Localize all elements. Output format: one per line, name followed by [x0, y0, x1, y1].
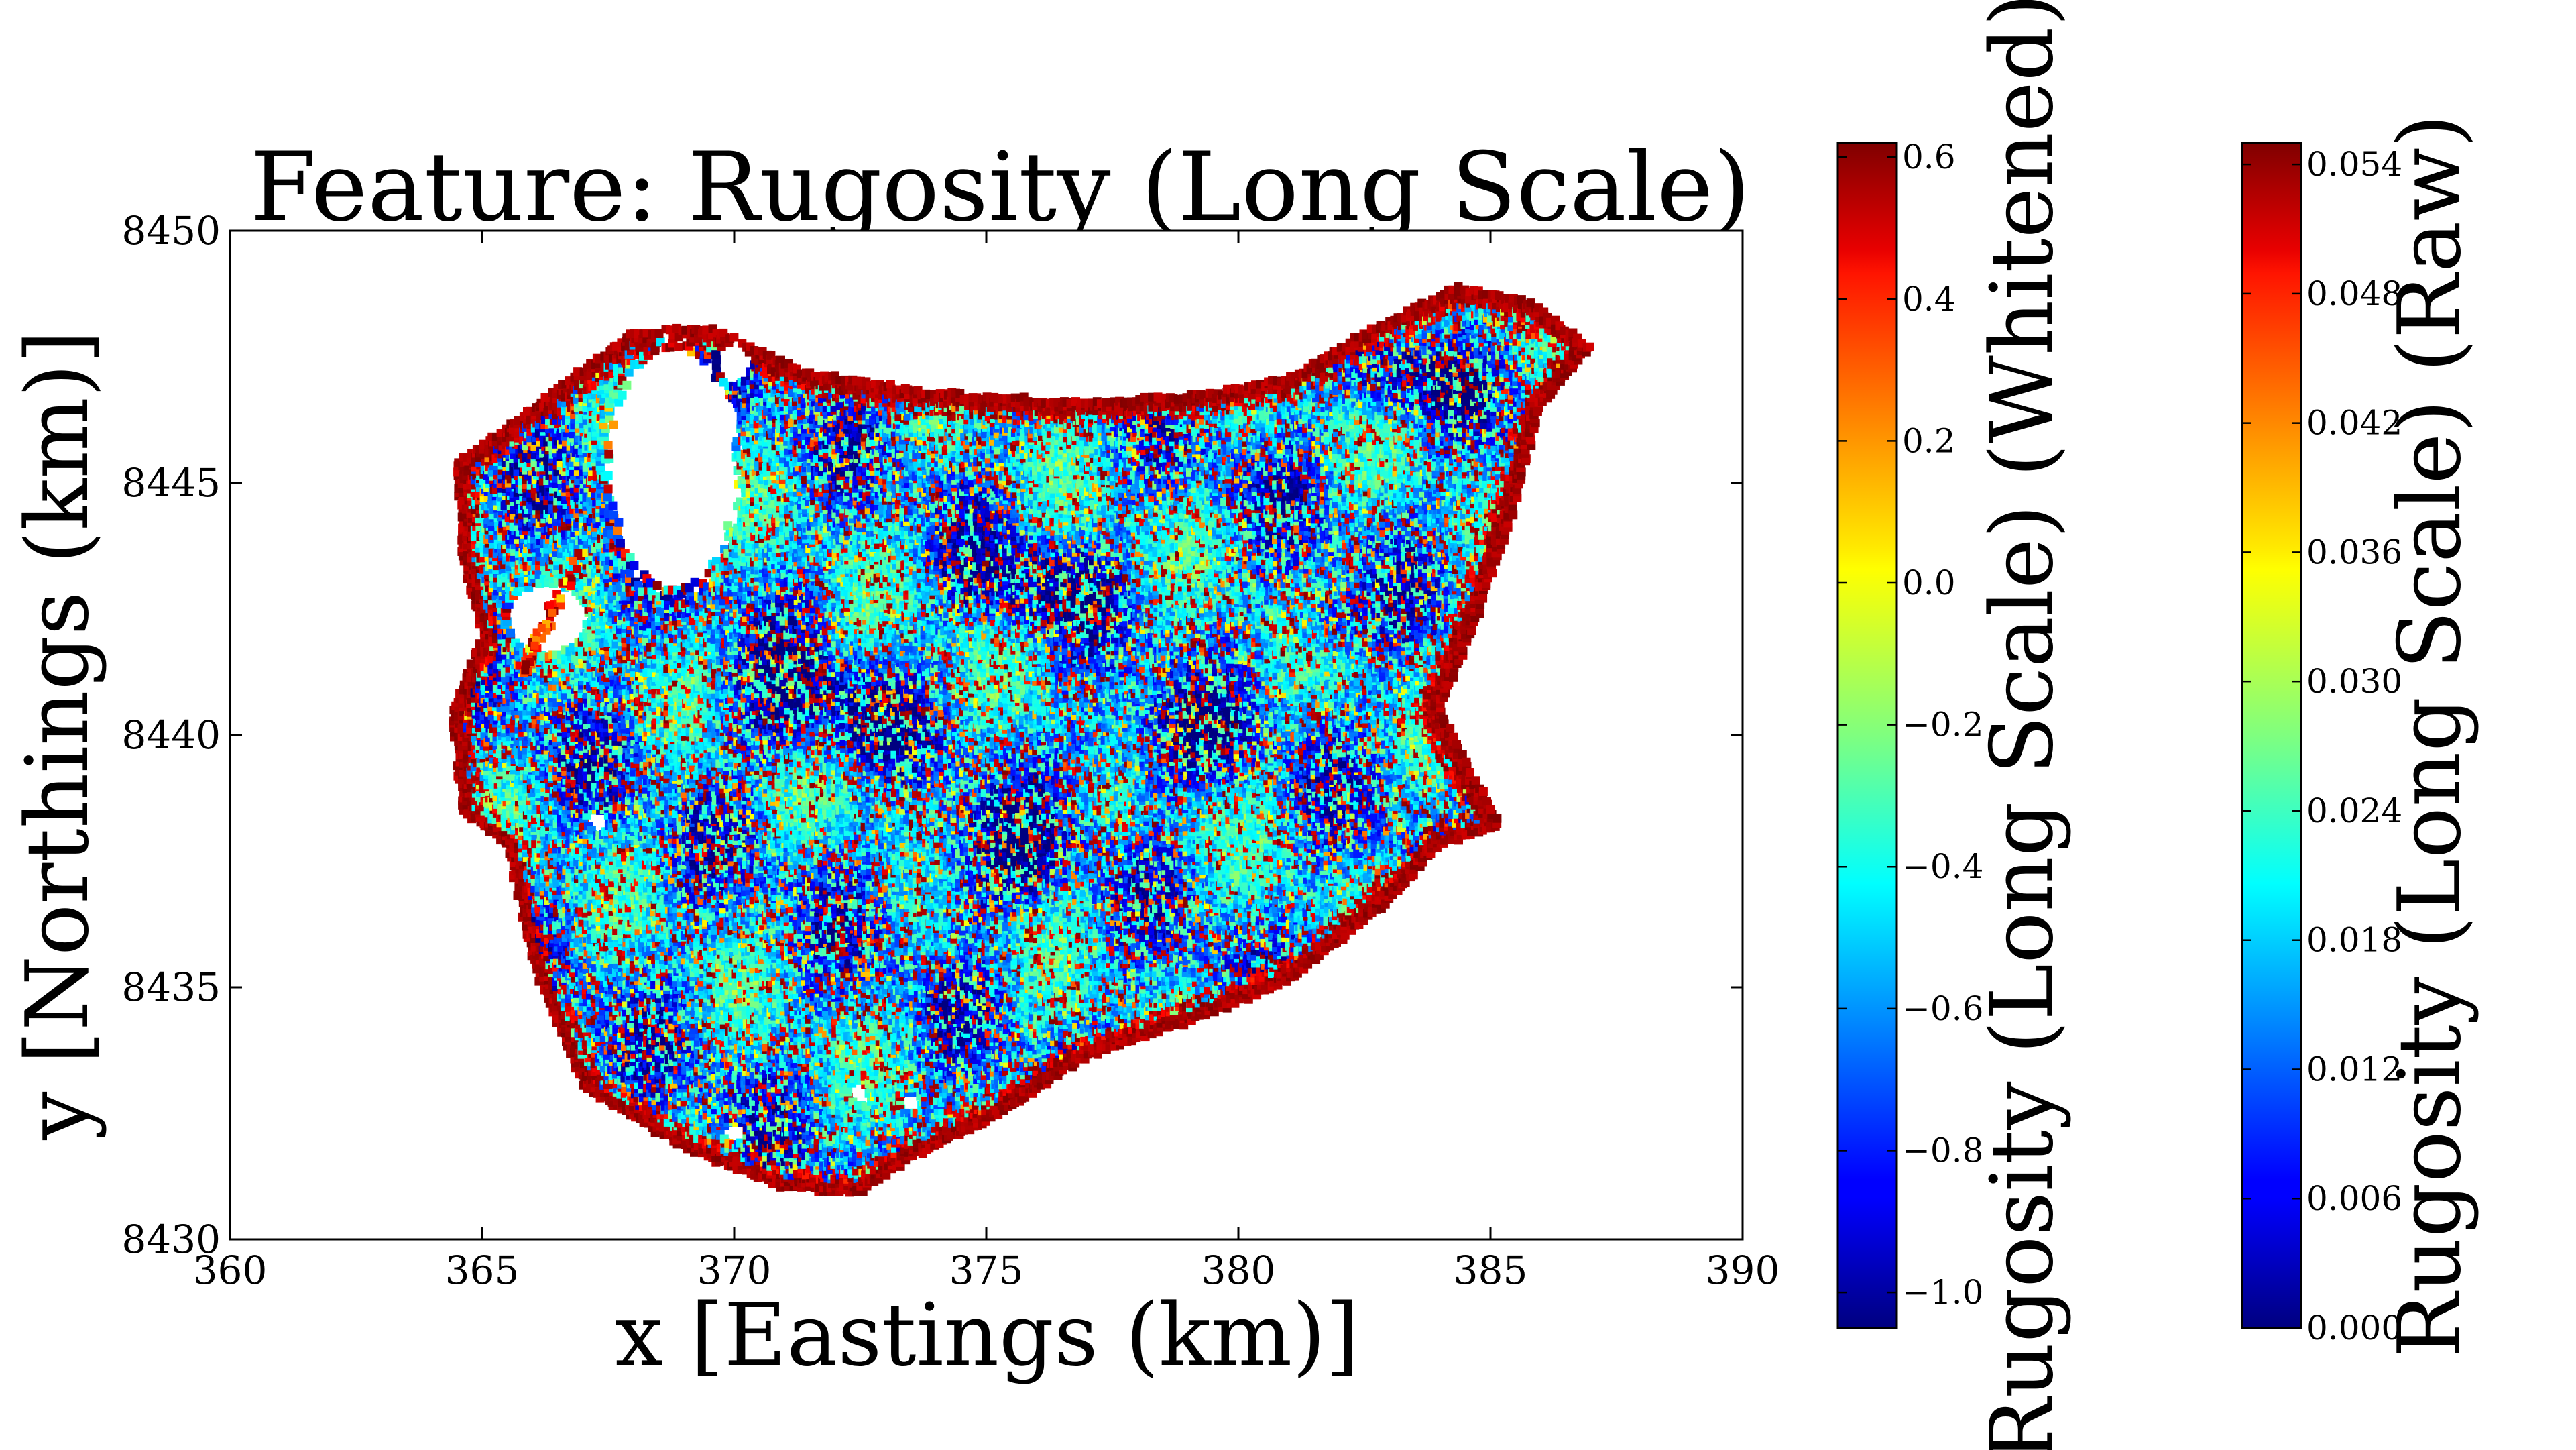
data-point	[604, 449, 613, 459]
plot-area: 360 365 370 375 380 385 390 843084358440844584…	[121, 208, 1779, 1293]
data-point	[608, 501, 618, 510]
chart-title: Feature: Rugosity (Long Scale)	[250, 132, 1750, 243]
data-point	[603, 492, 612, 502]
data-point	[616, 539, 625, 548]
scatter-points	[449, 282, 1594, 1197]
data-point	[618, 390, 627, 400]
data-point	[506, 628, 515, 638]
data-point	[622, 380, 632, 390]
data-point	[609, 510, 618, 520]
data-point	[625, 569, 634, 578]
data-point	[609, 420, 618, 429]
data-point	[626, 553, 635, 562]
data-point	[603, 484, 613, 494]
data-point	[603, 471, 613, 480]
data-point	[613, 526, 622, 535]
data-point	[614, 518, 624, 527]
data-point	[603, 441, 613, 450]
data-point	[624, 368, 634, 377]
